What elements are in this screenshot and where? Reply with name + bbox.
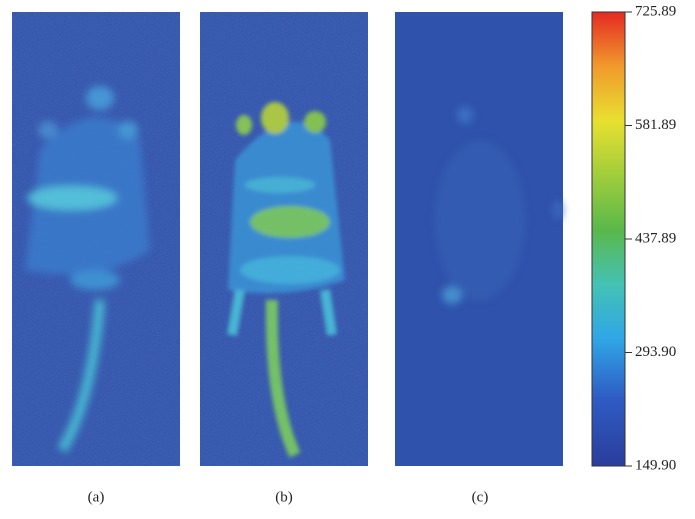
page: {"panels": [{"label": "(a)"}, {"label": … bbox=[0, 0, 695, 514]
colorbar-tick-label: 149.90 bbox=[635, 457, 676, 473]
colorbar-tick-label: 437.89 bbox=[635, 230, 676, 246]
image-panel-b bbox=[200, 12, 368, 466]
image-panel-a bbox=[12, 12, 180, 466]
colorbar-tick-label: 581.89 bbox=[635, 117, 676, 133]
image-panel-c bbox=[395, 12, 563, 466]
colorbar-tick-label: 725.89 bbox=[635, 3, 676, 19]
figure: (a) (b) (c) 725.89 581.89 437.89 293.90 149.… bbox=[0, 0, 695, 514]
colorbar-tick-label: 293.90 bbox=[635, 344, 676, 360]
panel-label: (a) bbox=[88, 489, 105, 505]
panel-label: (c) bbox=[472, 489, 489, 505]
colorbar bbox=[592, 12, 625, 466]
panel-label: (b) bbox=[275, 489, 293, 505]
